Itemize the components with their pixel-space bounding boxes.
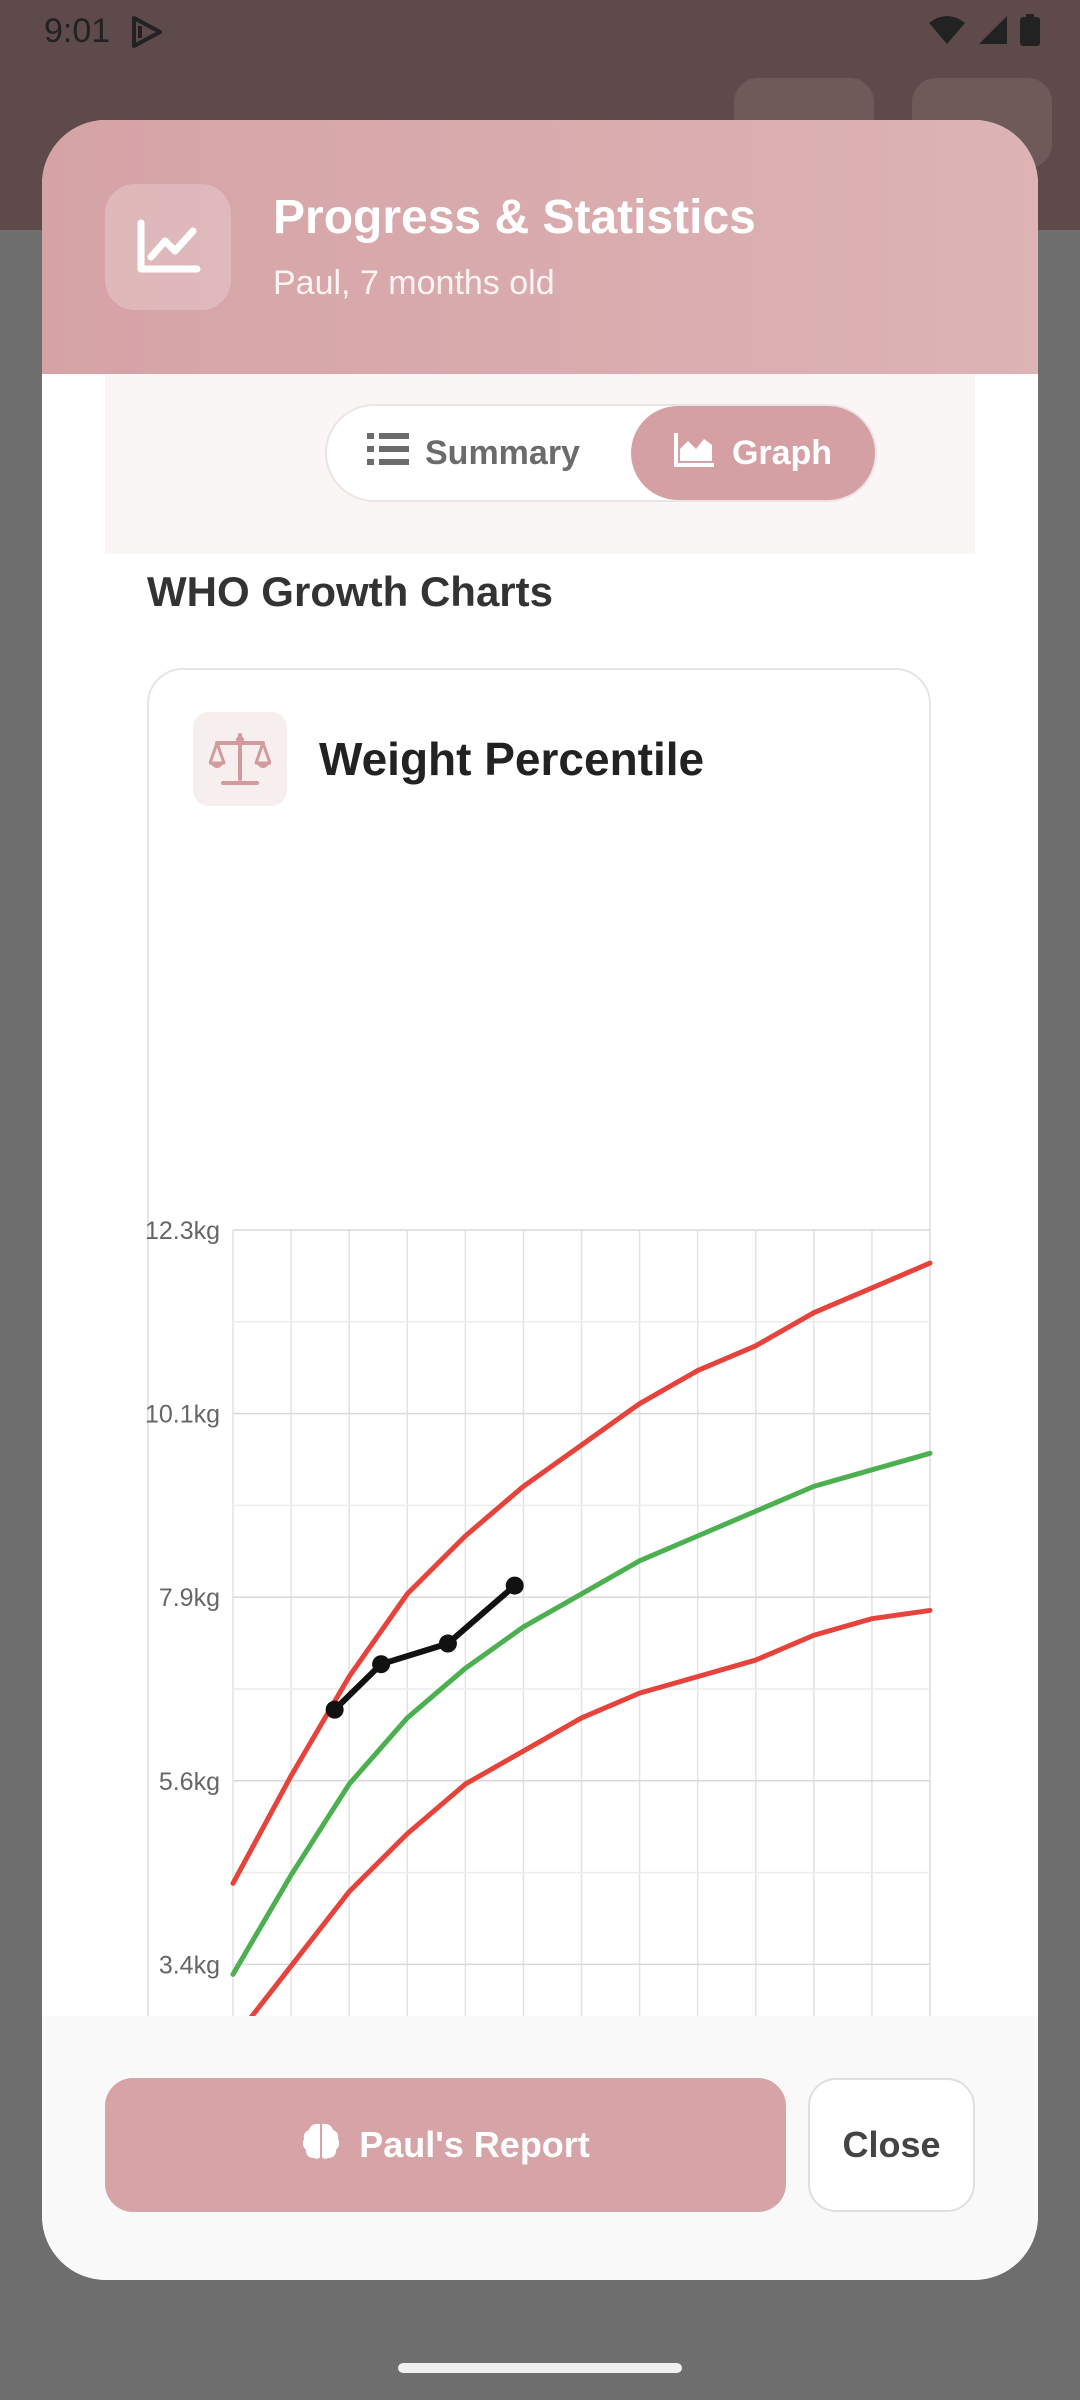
data-point — [505, 1576, 524, 1595]
signal-icon — [978, 15, 1008, 50]
scale-icon — [193, 712, 287, 806]
list-icon — [367, 432, 409, 475]
y-tick-label: 7.9kg — [159, 1584, 220, 1612]
area-chart-icon — [673, 431, 716, 476]
y-tick-label: 3.4kg — [159, 1951, 220, 1979]
section-title: WHO Growth Charts — [147, 568, 553, 615]
report-button[interactable]: Paul's Report — [105, 2078, 786, 2212]
status-time: 9:01 — [44, 12, 111, 50]
dialog-header: Progress & Statistics Paul, 7 months old — [42, 120, 1038, 374]
y-tick-label: 5.6kg — [159, 1768, 220, 1796]
data-point — [325, 1700, 344, 1719]
tab-graph[interactable]: Graph — [631, 406, 875, 500]
play-store-icon — [130, 16, 164, 53]
graph-panel: WHO Growth Charts Weight Percentile 1.2k… — [105, 554, 975, 2016]
battery-icon — [1020, 14, 1040, 51]
dialog-title: Progress & Statistics — [273, 191, 756, 244]
data-point — [372, 1655, 391, 1674]
report-button-label: Paul's Report — [359, 2124, 590, 2165]
tab-summary[interactable]: Summary — [367, 406, 580, 500]
card-title: Weight Percentile — [319, 733, 705, 785]
series-line-0 — [248, 1607, 933, 2016]
view-toggle: Summary Graph — [325, 404, 877, 502]
series-line-1 — [230, 1450, 933, 1977]
dialog-subtitle: Paul, 7 months old — [273, 264, 555, 302]
tab-summary-label: Summary — [425, 433, 580, 472]
data-point — [438, 1634, 457, 1653]
tab-graph-label: Graph — [731, 433, 833, 472]
dialog-footer: Paul's Report Close — [42, 2016, 1038, 2280]
close-button[interactable]: Close — [808, 2078, 975, 2212]
dialog-content[interactable]: Summary Graph WHO Growth Charts — [42, 374, 1038, 2016]
weight-percentile-chart: 1.2kg3.4kg5.6kg7.9kg10.1kg12.3kg0m1m2m3m… — [145, 1217, 933, 2016]
series-line-3 — [331, 1582, 518, 1713]
series-line-2 — [230, 1260, 933, 1886]
view-toggle-bar: Summary Graph — [105, 374, 975, 554]
wifi-icon — [928, 15, 966, 50]
y-tick-label: 10.1kg — [145, 1401, 220, 1429]
progress-dialog: Progress & Statistics Paul, 7 months old… — [42, 120, 1038, 2280]
y-tick-label: 12.3kg — [145, 1217, 220, 1245]
home-indicator[interactable] — [398, 2363, 682, 2373]
status-bar: 9:01 — [0, 0, 1080, 62]
brain-icon — [301, 2121, 341, 2170]
trending-chart-icon — [105, 184, 231, 310]
weight-percentile-card: Weight Percentile — [147, 668, 931, 2016]
